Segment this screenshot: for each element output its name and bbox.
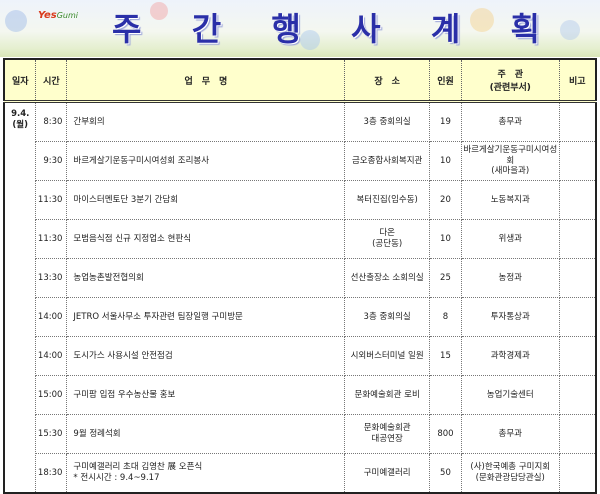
header-time: 시간: [35, 59, 68, 103]
place-cell: 금오종합사회복지관: [344, 141, 430, 181]
host-cell: 노동복지과: [461, 180, 560, 220]
task-cell: 마이스터멘토단 3분기 간담회: [66, 180, 346, 220]
place-cell: 복터진집(임수동): [344, 180, 430, 220]
task-cell: JETRO 서울사무소 투자관련 팀장일행 구미방문: [66, 297, 346, 337]
note-cell: [559, 180, 597, 220]
table-row: 14:00 도시가스 사용시설 안전점검 시외버스터미널 일원 15 과학경제과: [4, 336, 597, 376]
people-cell: 8: [429, 297, 462, 337]
note-cell: [559, 297, 597, 337]
place-cell: 구미예갤러리: [344, 453, 430, 494]
header-banner: YesGumi 주 간 행 사 계 획: [0, 0, 600, 57]
place-cell: 3층 중회의실: [344, 101, 430, 142]
note-cell: [559, 141, 597, 181]
header-date: 일자: [4, 59, 37, 103]
title-char: 계: [430, 10, 463, 48]
task-cell: 구미팜 입점 우수농산물 홍보: [66, 375, 346, 415]
flower-decoration: [150, 2, 168, 20]
table-row: 11:30 마이스터멘토단 3분기 간담회 복터진집(임수동) 20 노동복지과: [4, 180, 597, 220]
table-row: 13:30 농업농촌발전협의회 선산출장소 소회의실 25 농정과: [4, 258, 597, 298]
host-cell: 바르게살기운동구미시여성회 (새마을과): [461, 141, 560, 181]
title-char: 행: [271, 10, 303, 48]
title-char: 간: [191, 10, 224, 48]
weekly-schedule-table: 일자 시간 업 무 명 장 소 인원 주 관 (관련부서) 비고 9.4. (월) 8…: [3, 58, 597, 494]
task-cell: 간부회의: [66, 101, 346, 142]
time-cell: 14:00: [35, 336, 68, 376]
task-cell: 모범음식점 신규 지정업소 현판식: [66, 219, 346, 259]
task-cell: 농업농촌발전협의회: [66, 258, 346, 298]
note-cell: [559, 336, 597, 376]
title-char: 주: [112, 10, 144, 48]
table-row: 11:30 모범음식점 신규 지정업소 현판식 다온 (공단동) 10 위생과: [4, 219, 597, 259]
time-cell: 13:30: [35, 258, 68, 298]
host-cell: 과학경제과: [461, 336, 560, 376]
host-cell: 위생과: [461, 219, 560, 259]
note-cell: [559, 101, 597, 142]
task-cell: 9월 정례석회: [66, 414, 346, 454]
time-cell: 11:30: [35, 219, 68, 259]
header-host: 주 관 (관련부서): [461, 59, 560, 103]
table-row: 14:00 JETRO 서울사무소 투자관련 팀장일행 구미방문 3층 중회의실 8 투…: [4, 297, 597, 337]
date-cell: 9.4. (월): [4, 101, 37, 494]
place-cell: 시외버스터미널 일원: [344, 336, 430, 376]
time-cell: 11:30: [35, 180, 68, 220]
table-row: 18:30 구미예갤러리 초대 김영찬 展 오픈식 * 전시시간 : 9.4~9.1…: [4, 453, 597, 494]
people-cell: 15: [429, 336, 462, 376]
note-cell: [559, 375, 597, 415]
header-place: 장 소: [344, 59, 430, 103]
time-cell: 8:30: [35, 101, 68, 142]
people-cell: [429, 375, 462, 415]
time-cell: 14:00: [35, 297, 68, 337]
people-cell: 19: [429, 101, 462, 142]
host-cell: 농정과: [461, 258, 560, 298]
time-cell: 18:30: [35, 453, 68, 494]
host-cell: (사)한국예총 구미지회 (문화관광담당관실): [461, 453, 560, 494]
place-cell: 선산출장소 소회의실: [344, 258, 430, 298]
table-header-row: 일자 시간 업 무 명 장 소 인원 주 관 (관련부서) 비고: [4, 59, 597, 103]
note-cell: [559, 219, 597, 259]
people-cell: 50: [429, 453, 462, 494]
flower-decoration: [470, 8, 494, 32]
title-char: 획: [510, 10, 542, 48]
table-row: 9.4. (월) 8:30 간부회의 3층 중회의실 19 총무과: [4, 101, 597, 494]
yesgumi-logo: YesGumi: [38, 10, 78, 21]
flower-decoration: [5, 10, 27, 32]
note-cell: [559, 453, 597, 494]
task-cell: 바르게살기운동구미시여성회 조리봉사: [66, 141, 346, 181]
place-cell: 문화예술회관 대공연장: [344, 414, 430, 454]
time-cell: 9:30: [35, 141, 68, 181]
host-cell: 투자통상과: [461, 297, 560, 337]
task-cell: 구미예갤러리 초대 김영찬 展 오픈식 * 전시시간 : 9.4~9.17: [66, 453, 346, 494]
place-cell: 문화예술회관 로비: [344, 375, 430, 415]
host-cell: 총무과: [461, 101, 560, 142]
title-char: 사: [351, 10, 383, 48]
people-cell: 20: [429, 180, 462, 220]
time-cell: 15:30: [35, 414, 68, 454]
note-cell: [559, 258, 597, 298]
people-cell: 10: [429, 219, 462, 259]
header-note: 비고: [559, 59, 597, 103]
time-cell: 15:00: [35, 375, 68, 415]
note-cell: [559, 414, 597, 454]
table-row: 15:30 9월 정례석회 문화예술회관 대공연장 800 총무과: [4, 414, 597, 454]
people-cell: 25: [429, 258, 462, 298]
place-cell: 3층 중회의실: [344, 297, 430, 337]
people-cell: 800: [429, 414, 462, 454]
flower-decoration: [300, 30, 320, 50]
header-people: 인원: [429, 59, 462, 103]
place-cell: 다온 (공단동): [344, 219, 430, 259]
host-cell: 농업기술센터: [461, 375, 560, 415]
table-row: 15:00 구미팜 입점 우수농산물 홍보 문화예술회관 로비 농업기술센터: [4, 375, 597, 415]
host-cell: 총무과: [461, 414, 560, 454]
task-cell: 도시가스 사용시설 안전점검: [66, 336, 346, 376]
table-row: 9:30 바르게살기운동구미시여성회 조리봉사 금오종합사회복지관 10 바르게살기운동…: [4, 141, 597, 181]
header-task: 업 무 명: [66, 59, 346, 103]
people-cell: 10: [429, 141, 462, 181]
flower-decoration: [560, 20, 580, 40]
